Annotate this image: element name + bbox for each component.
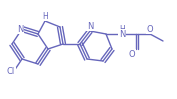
Text: H: H: [42, 11, 48, 20]
Text: N: N: [119, 30, 125, 39]
Text: O: O: [147, 24, 153, 33]
Text: Cl: Cl: [7, 68, 15, 77]
Text: O: O: [129, 50, 135, 59]
Text: H: H: [119, 24, 125, 33]
Text: N: N: [17, 24, 23, 33]
Text: N: N: [87, 21, 93, 30]
